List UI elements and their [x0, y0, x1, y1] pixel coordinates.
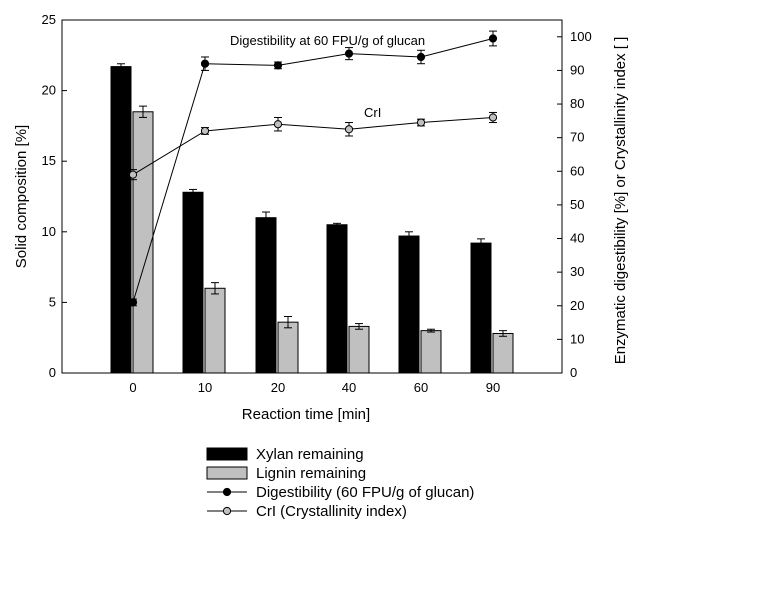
digestibility-point-40 — [344, 49, 354, 58]
right-tick-label: 50 — [570, 197, 584, 212]
digestibility-point-0 — [128, 298, 138, 307]
lignin-errorbar-90 — [499, 330, 507, 337]
lignin-errorbar-40 — [355, 323, 363, 330]
xylan-errorbar-40 — [333, 222, 341, 227]
lignin-errorbar-20 — [284, 316, 292, 329]
xylan-errorbar-90 — [477, 238, 485, 248]
axes-layer: 0 5 10 15 20 25 0 10 20 30 40 50 60 70 80 90 100 0 10 20 40 6… — [13, 12, 629, 423]
digestibility-point-90 — [488, 34, 498, 43]
digestibility-point-20 — [273, 61, 283, 70]
lignin-bar-40 — [348, 325, 370, 374]
digestibility-point-10 — [200, 59, 210, 68]
legend-cri: CrI (Crystallinity index) — [207, 503, 407, 520]
lignin-errorbar-0 — [139, 105, 147, 118]
right-tick-label: 20 — [570, 298, 584, 313]
legend: Xylan remaining Lignin remaining Digestibi… — [206, 446, 474, 520]
xylan-bar-20 — [255, 217, 277, 374]
xylan-errorbar-10 — [189, 188, 197, 196]
right-tick-label: 30 — [570, 264, 584, 279]
legend-xylan-label: Xylan remaining — [256, 446, 364, 463]
xylan-bar-60 — [398, 235, 420, 374]
legend-xylan-swatch — [206, 447, 248, 461]
cri-point-20 — [273, 120, 283, 129]
right-tick-label: 80 — [570, 96, 584, 111]
cri-point-10 — [200, 126, 210, 136]
lignin-bar-10 — [204, 287, 226, 374]
lignin-errorbar-10 — [211, 282, 219, 295]
right-tick-label: 100 — [570, 29, 592, 44]
legend-cri-label: CrI (Crystallinity index) — [256, 503, 407, 520]
x-tick-label: 20 — [271, 380, 285, 395]
left-tick-label: 25 — [42, 12, 56, 27]
xylan-errorbar-0 — [117, 63, 125, 70]
x-axis-title: Reaction time [min] — [242, 406, 370, 423]
digestibility-point-60 — [416, 52, 426, 62]
xylan-bar-40 — [326, 224, 348, 374]
cri-point-60 — [416, 118, 426, 127]
lignin-bar-0 — [132, 111, 154, 374]
right-tick-label: 40 — [570, 231, 584, 246]
cri-point-0 — [128, 170, 138, 179]
x-tick-label: 60 — [414, 380, 428, 395]
cri-point-90 — [488, 113, 498, 122]
legend-digestibility: Digestibility (60 FPU/g of glucan) — [207, 484, 474, 501]
digestibility-line — [132, 38, 494, 303]
xylan-bar-10 — [182, 191, 204, 374]
digestibility-annotation: Digestibility at 60 FPU/g of glucan — [230, 33, 425, 48]
xylan-bar-0 — [110, 66, 132, 374]
left-axis-title: Solid composition [%] — [13, 125, 30, 268]
x-tick-label: 40 — [342, 380, 356, 395]
legend-xylan: Xylan remaining — [206, 446, 364, 463]
lignin-bar-90 — [492, 332, 514, 374]
cri-point-40 — [344, 125, 354, 134]
legend-lignin-swatch — [206, 466, 248, 480]
right-tick-label: 90 — [570, 62, 584, 77]
cri-line — [132, 116, 494, 176]
legend-lignin-label: Lignin remaining — [256, 465, 366, 482]
lignin-bar-60 — [420, 330, 442, 374]
legend-digestibility-marker — [222, 487, 232, 497]
right-tick-label: 0 — [570, 365, 577, 380]
lignin-errorbar-60 — [427, 328, 435, 333]
x-tick-label: 0 — [129, 380, 136, 395]
cri-annotation: CrI — [364, 105, 381, 120]
left-tick-label: 20 — [42, 83, 56, 98]
x-tick-label: 90 — [486, 380, 500, 395]
right-tick-label: 70 — [570, 130, 584, 145]
xylan-errorbar-60 — [405, 231, 413, 241]
annotations-layer: Digestibility at 60 FPU/g of glucan CrI — [230, 33, 425, 120]
bars-layer — [110, 63, 514, 374]
left-tick-label: 15 — [42, 153, 56, 168]
right-axis-title: Enzymatic digestibility [%] or Crystalli… — [612, 37, 629, 365]
left-tick-label: 0 — [49, 365, 56, 380]
legend-cri-marker — [222, 506, 232, 516]
lignin-bar-20 — [277, 321, 299, 374]
left-tick-label: 10 — [42, 224, 56, 239]
right-tick-label: 10 — [570, 331, 584, 346]
legend-lignin: Lignin remaining — [206, 465, 366, 482]
xylan-errorbar-20 — [262, 211, 270, 224]
left-tick-label: 5 — [49, 294, 56, 309]
plot-frame — [61, 19, 563, 374]
x-tick-label: 10 — [198, 380, 212, 395]
lines-layer — [128, 30, 498, 307]
right-tick-label: 60 — [570, 163, 584, 178]
legend-digestibility-label: Digestibility (60 FPU/g of glucan) — [256, 484, 474, 501]
xylan-bar-90 — [470, 242, 492, 374]
